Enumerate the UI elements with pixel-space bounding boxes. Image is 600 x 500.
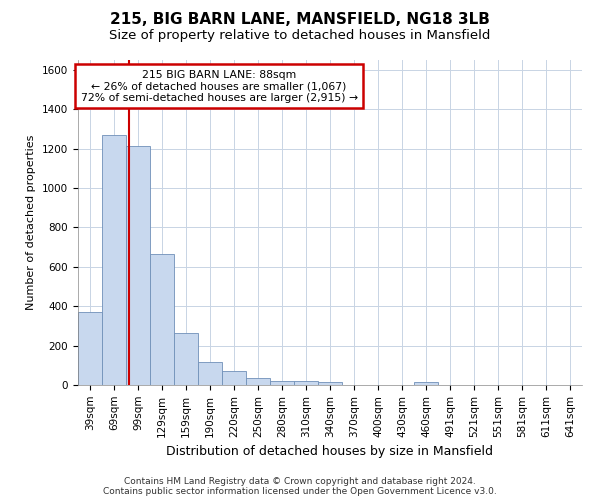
Bar [318, 382, 342, 385]
Text: Size of property relative to detached houses in Mansfield: Size of property relative to detached ho… [109, 29, 491, 42]
Bar [126, 146, 150, 385]
Bar [294, 382, 318, 385]
Bar [246, 378, 270, 385]
Bar [198, 362, 222, 385]
Bar [270, 381, 294, 385]
Bar [150, 254, 174, 385]
Y-axis label: Number of detached properties: Number of detached properties [26, 135, 37, 310]
Bar [222, 371, 246, 385]
Bar [174, 333, 198, 385]
Bar [78, 312, 102, 385]
Text: 215, BIG BARN LANE, MANSFIELD, NG18 3LB: 215, BIG BARN LANE, MANSFIELD, NG18 3LB [110, 12, 490, 26]
Bar [414, 382, 438, 385]
Bar [102, 135, 126, 385]
Text: Contains HM Land Registry data © Crown copyright and database right 2024.
Contai: Contains HM Land Registry data © Crown c… [103, 476, 497, 496]
Text: 215 BIG BARN LANE: 88sqm
← 26% of detached houses are smaller (1,067)
72% of sem: 215 BIG BARN LANE: 88sqm ← 26% of detach… [80, 70, 358, 103]
X-axis label: Distribution of detached houses by size in Mansfield: Distribution of detached houses by size … [167, 445, 493, 458]
